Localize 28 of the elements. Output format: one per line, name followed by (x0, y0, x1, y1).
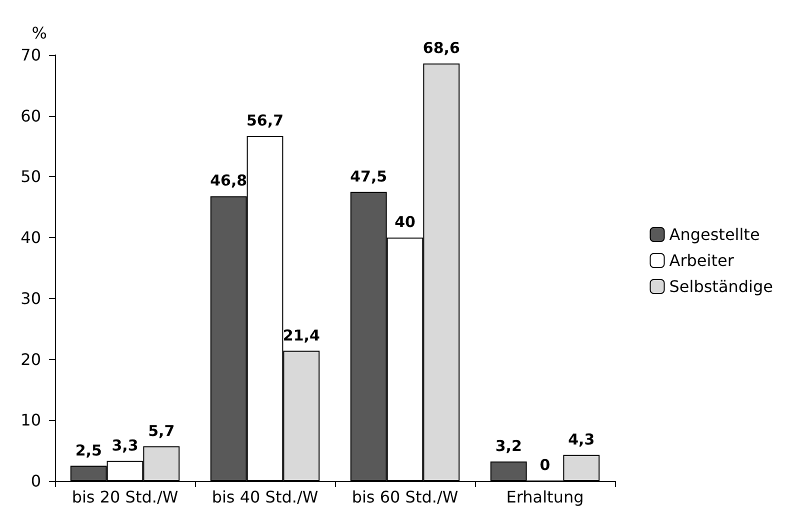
y-axis-title: % (32, 24, 47, 42)
x-tick-label: bis 20 Std./W (72, 488, 178, 506)
data-label: 68,6 (422, 39, 460, 58)
y-tick-label: 70 (20, 46, 41, 64)
x-tick-label: bis 60 Std./W (352, 488, 458, 506)
legend-label: Angestellte (669, 225, 760, 244)
y-tick-label: 0 (30, 472, 41, 490)
legend-label: Arbeiter (669, 251, 734, 270)
data-label: 0 (540, 456, 550, 474)
y-tick-label: 20 (20, 350, 41, 369)
data-label: 47,5 (350, 167, 388, 186)
data-label: 4,3 (568, 430, 595, 448)
y-tick-label: 30 (20, 288, 41, 308)
x-tick-label: bis 40 Std./W (212, 488, 318, 506)
data-label: 21,4 (282, 326, 320, 344)
y-tick-label: 60 (20, 106, 41, 126)
data-label: 3,2 (495, 437, 522, 456)
x-tick-label: Erhaltung (506, 488, 584, 506)
data-label: 5,7 (148, 422, 175, 440)
data-label: 2,5 (75, 441, 102, 460)
data-label: 56,7 (246, 111, 284, 130)
y-tick-label: 50 (20, 167, 41, 186)
y-tick-label: 40 (20, 228, 41, 248)
data-label: 3,3 (112, 436, 138, 454)
y-tick-label: 10 (20, 410, 41, 430)
legend-label: Selbständige (669, 277, 774, 296)
data-label: 46,8 (210, 172, 248, 190)
data-label: 40 (394, 213, 416, 232)
